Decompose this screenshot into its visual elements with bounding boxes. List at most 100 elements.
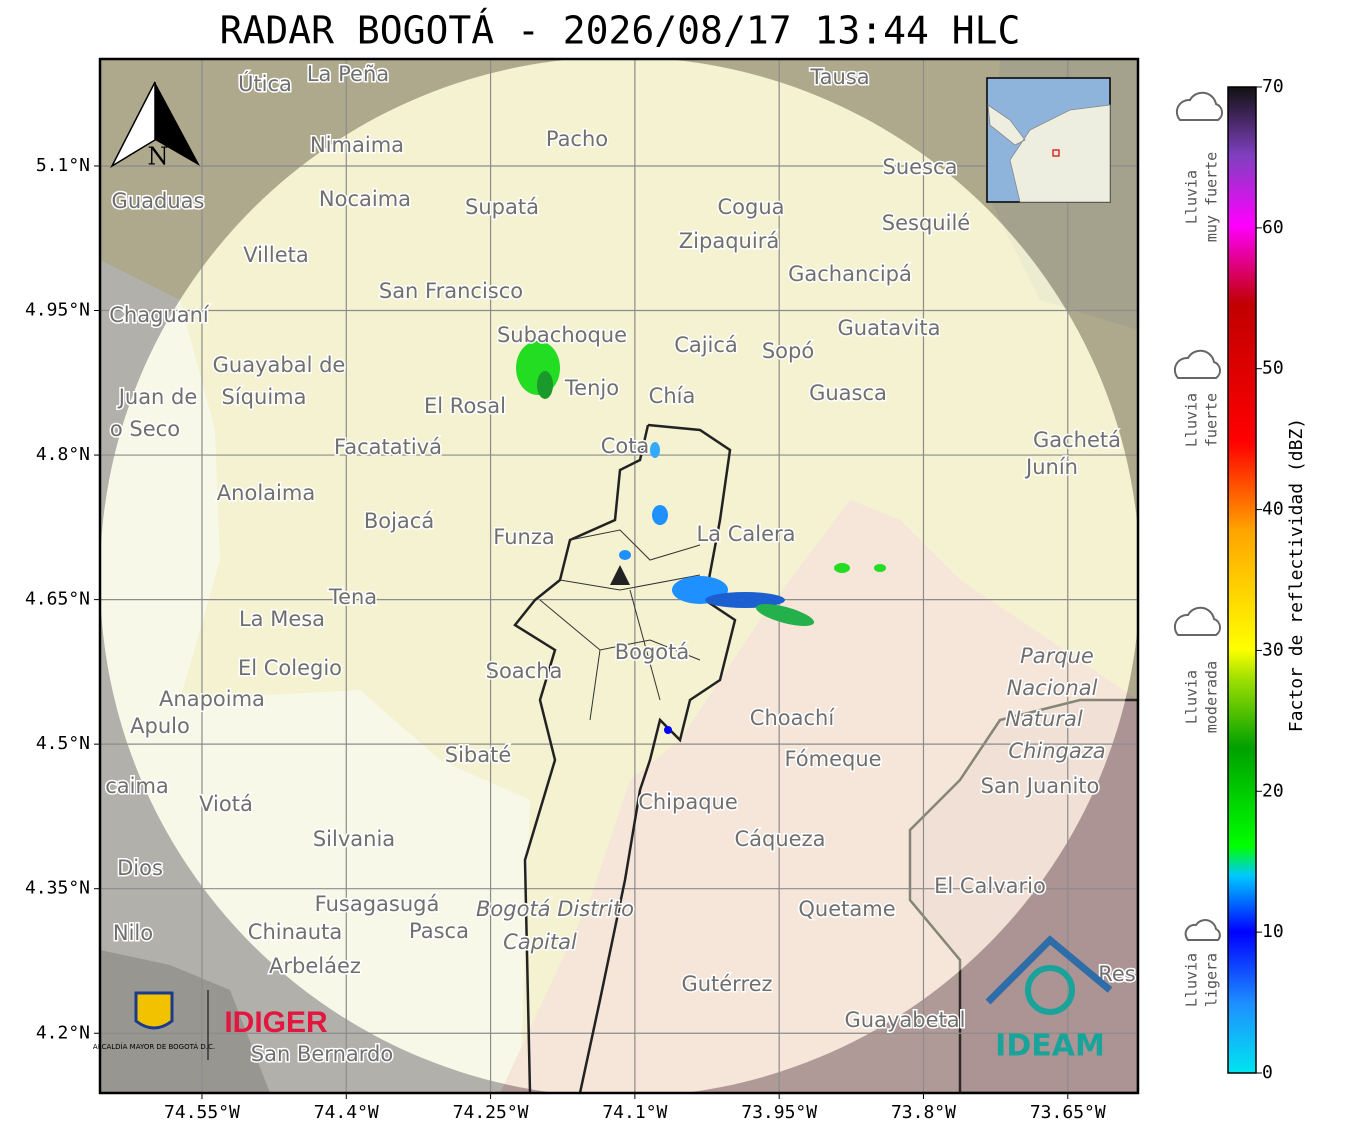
place-label: Anolaima (217, 481, 315, 505)
place-labels: Útica La Peña Tausa Pacho Nimaima Guaduas Noca… (104, 61, 1138, 1068)
place-label: Guayabal de (213, 353, 346, 377)
alcaldia-logo: ALCALDÍA MAYOR DE BOGOTÁ D.C. (93, 1042, 215, 1051)
rain-category: moderada (1203, 661, 1221, 733)
place-label: Nocaima (319, 187, 411, 211)
place-label: Cajicá (674, 333, 738, 357)
place-label: Sesquilé (882, 211, 970, 235)
place-label: Dios (117, 856, 163, 880)
place-label: Guayabetal (845, 1008, 966, 1032)
rain-category: Lluvia (1183, 170, 1201, 224)
compass-label: N (148, 143, 169, 171)
place-label: Funza (493, 525, 554, 549)
rain-category: Lluvia (1183, 393, 1201, 447)
x-tick-label: 73.8°W (891, 1102, 956, 1123)
place-label: La Calera (696, 522, 795, 546)
place-label: Bogotá Distrito (476, 897, 634, 921)
place-label: Cáqueza (735, 827, 826, 851)
place-label: Villeta (243, 243, 308, 267)
place-label: Chipaque (638, 790, 738, 814)
rain-category: Lluvia (1183, 670, 1201, 724)
place-label: Pacho (546, 127, 608, 151)
place-label: Facatativá (334, 435, 442, 459)
place-label: Tausa (809, 65, 869, 89)
colorbar-tick-label: 60 (1262, 217, 1284, 238)
place-label: Guatavita (838, 316, 941, 340)
place-label: Chaguaní (109, 303, 210, 327)
y-tick-label: 4.65°N (25, 589, 90, 610)
place-label: San Francisco (379, 279, 523, 303)
place-label: Chingaza (1008, 739, 1105, 763)
place-label: Tena (328, 585, 377, 609)
y-tick-label: 5.1°N (36, 155, 90, 176)
x-tick-label: 73.95°W (741, 1102, 817, 1123)
north-arrow: N (110, 81, 200, 171)
place-label: o Seco (110, 417, 180, 441)
place-label: Subachoque (497, 323, 627, 347)
place-label: El Colegio (238, 656, 342, 680)
place-label: Sopó (762, 339, 814, 363)
bogota-boundary (513, 423, 737, 1093)
logos: ALCALDÍA MAYOR DE BOGOTÁ D.C. IDIGER IDE… (93, 935, 1113, 1064)
place-label: Juan de (117, 385, 198, 409)
colorbar-label: Factor de reflectividad (dBZ) (1286, 418, 1307, 732)
place-label: Soacha (486, 659, 563, 683)
place-label: Chía (649, 384, 696, 408)
colorbar-tick-label: 10 (1262, 921, 1284, 942)
colorbar-tick-label: 40 (1262, 499, 1284, 520)
radar-site (610, 565, 630, 585)
y-tick-label: 4.2°N (36, 1022, 90, 1043)
colorbar-tick-label: 0 (1262, 1062, 1273, 1083)
echoes (516, 341, 886, 734)
place-label: Bojacá (364, 509, 434, 533)
place-label: Nimaima (310, 133, 404, 157)
place-label: Nacional (1007, 676, 1098, 700)
place-label: Junín (1024, 455, 1078, 479)
place-label: Nilo (113, 921, 153, 945)
colorbar-tick-label: 70 (1262, 76, 1284, 97)
y-tick-label: 4.35°N (25, 878, 90, 899)
place-label: El Rosal (424, 394, 506, 418)
place-label: San Bernardo (251, 1042, 393, 1066)
x-tick-label: 74.25°W (453, 1102, 529, 1123)
colorbar-tick-label: 20 (1262, 780, 1284, 801)
place-label: Gachetá (1033, 428, 1121, 452)
place-label: Guaduas (112, 189, 205, 213)
place-label: Silvania (313, 827, 395, 851)
map-frame (98, 57, 1140, 1095)
colorbar-tick-label: 50 (1262, 358, 1284, 379)
place-label: Sibaté (445, 743, 512, 767)
place-label: Quetame (798, 897, 895, 921)
place-label: Viotá (199, 792, 253, 816)
tolima (100, 950, 270, 1093)
place-label: Fómeque (784, 747, 881, 771)
place-label: Parque (1020, 644, 1094, 668)
place-label: Bogotá (615, 640, 690, 664)
title: RADAR BOGOTÁ - 2026/08/17 13:44 HLC (220, 9, 1021, 53)
colorbar-tick-label: 30 (1262, 639, 1284, 660)
y-tick-label: 4.95°N (25, 300, 90, 321)
y-tick-label: 4.8°N (36, 444, 90, 465)
rain-category: fuerte (1203, 393, 1221, 447)
place-label: Gachancipá (788, 262, 912, 286)
place-label: La Mesa (239, 607, 325, 631)
place-label: Cogua (717, 195, 784, 219)
y-tick-label: 4.5°N (36, 733, 90, 754)
place-label: Chinauta (248, 920, 342, 944)
place-label: El Calvario (934, 874, 1046, 898)
place-label: Útica (238, 71, 292, 96)
x-tick-label: 74.1°W (602, 1102, 667, 1123)
ideam-logo: IDEAM (995, 1029, 1105, 1064)
place-label: Tenjo (564, 376, 619, 400)
place-label: Suesca (883, 155, 958, 179)
place-label: Apulo (130, 714, 190, 738)
place-label: Supatá (465, 195, 539, 219)
colorbar (1227, 86, 1257, 1074)
lowland (100, 260, 530, 1093)
place-label: Arbeláez (269, 954, 361, 978)
basemap: Útica La Peña Tausa Pacho Nimaima Guaduas Noca… (100, 59, 1138, 1093)
place-label: Choachí (750, 706, 836, 730)
place-label: Capital (503, 930, 577, 954)
